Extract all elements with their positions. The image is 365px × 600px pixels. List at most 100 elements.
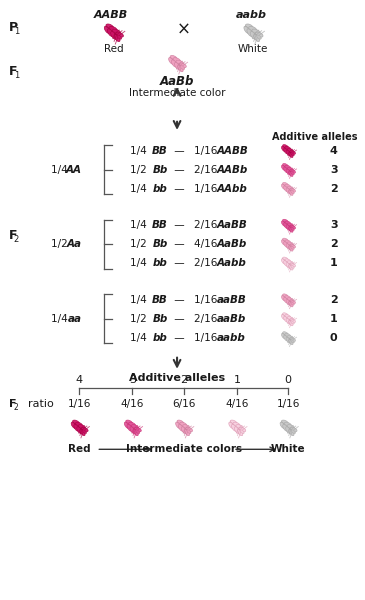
Text: 1/4: 1/4	[130, 258, 150, 268]
Text: —: —	[171, 258, 188, 268]
Ellipse shape	[281, 296, 286, 301]
Text: Aa: Aa	[67, 239, 82, 249]
Ellipse shape	[71, 422, 76, 428]
Text: 1: 1	[14, 27, 19, 36]
Ellipse shape	[284, 316, 288, 322]
Ellipse shape	[176, 60, 184, 65]
Ellipse shape	[289, 302, 293, 307]
Ellipse shape	[249, 26, 257, 32]
Ellipse shape	[124, 422, 130, 428]
Ellipse shape	[290, 263, 296, 267]
Text: ratio: ratio	[28, 398, 54, 409]
Ellipse shape	[179, 63, 186, 68]
Text: F: F	[9, 229, 18, 242]
Ellipse shape	[173, 58, 181, 63]
Ellipse shape	[281, 165, 286, 170]
Text: AA: AA	[66, 164, 82, 175]
Ellipse shape	[289, 152, 293, 158]
Ellipse shape	[290, 151, 296, 154]
Ellipse shape	[287, 425, 295, 430]
Ellipse shape	[170, 55, 177, 60]
Text: AaBb: AaBb	[217, 239, 247, 249]
Ellipse shape	[286, 263, 291, 268]
Text: bb: bb	[153, 184, 168, 194]
Ellipse shape	[283, 424, 288, 431]
Ellipse shape	[252, 29, 260, 35]
Ellipse shape	[289, 190, 293, 196]
Ellipse shape	[177, 420, 184, 425]
Text: 2: 2	[14, 235, 19, 244]
Ellipse shape	[290, 244, 296, 248]
Text: 1/4: 1/4	[130, 146, 150, 155]
Ellipse shape	[285, 259, 291, 263]
Ellipse shape	[286, 299, 291, 305]
Ellipse shape	[283, 219, 288, 223]
Ellipse shape	[73, 420, 79, 425]
Text: F: F	[9, 65, 18, 77]
Ellipse shape	[286, 337, 291, 343]
Ellipse shape	[107, 29, 114, 37]
Ellipse shape	[176, 422, 181, 428]
Ellipse shape	[106, 24, 114, 29]
Text: —: —	[171, 333, 188, 343]
Ellipse shape	[284, 223, 288, 229]
Text: 1/16: 1/16	[68, 398, 91, 409]
Ellipse shape	[287, 298, 293, 302]
Ellipse shape	[240, 430, 244, 434]
Ellipse shape	[281, 184, 286, 190]
Text: AABb: AABb	[217, 164, 248, 175]
Ellipse shape	[291, 321, 294, 324]
Ellipse shape	[229, 422, 234, 428]
Ellipse shape	[254, 34, 260, 41]
Ellipse shape	[290, 319, 296, 323]
Ellipse shape	[284, 148, 288, 154]
Ellipse shape	[289, 265, 293, 270]
Text: 4: 4	[76, 374, 83, 385]
Ellipse shape	[286, 169, 291, 175]
Text: AaBB: AaBB	[217, 220, 248, 230]
Text: 4/16: 4/16	[194, 239, 221, 249]
Ellipse shape	[283, 163, 288, 167]
Ellipse shape	[289, 171, 293, 176]
Ellipse shape	[287, 223, 293, 227]
Text: aabb: aabb	[236, 10, 266, 20]
Ellipse shape	[78, 425, 85, 430]
Ellipse shape	[290, 225, 296, 229]
Text: White: White	[271, 445, 306, 454]
Text: AABB: AABB	[93, 10, 128, 20]
Text: 2/16: 2/16	[194, 164, 221, 175]
Ellipse shape	[247, 29, 253, 37]
Text: 1/4: 1/4	[51, 314, 71, 324]
Text: bb: bb	[153, 333, 168, 343]
Ellipse shape	[174, 62, 180, 70]
Ellipse shape	[285, 221, 291, 225]
Text: 0: 0	[330, 333, 338, 343]
Text: 1/16: 1/16	[194, 146, 221, 155]
Ellipse shape	[287, 261, 293, 265]
Text: 4: 4	[330, 146, 338, 155]
Ellipse shape	[81, 427, 88, 432]
Text: AaBb: AaBb	[160, 74, 194, 88]
Ellipse shape	[286, 225, 291, 230]
Ellipse shape	[285, 165, 291, 169]
Ellipse shape	[281, 240, 286, 245]
Ellipse shape	[285, 334, 291, 338]
Ellipse shape	[284, 298, 288, 303]
Ellipse shape	[284, 260, 288, 266]
Text: 1/2: 1/2	[51, 239, 71, 249]
Ellipse shape	[287, 317, 293, 320]
Ellipse shape	[236, 425, 243, 430]
Text: F: F	[9, 398, 16, 409]
Text: 2/16: 2/16	[194, 314, 221, 324]
Ellipse shape	[284, 242, 288, 247]
Ellipse shape	[284, 186, 288, 192]
Text: BB: BB	[152, 220, 168, 230]
Text: bb: bb	[153, 258, 168, 268]
Ellipse shape	[135, 427, 141, 432]
Ellipse shape	[289, 340, 293, 345]
Ellipse shape	[230, 420, 237, 425]
Ellipse shape	[281, 334, 286, 339]
Ellipse shape	[74, 424, 79, 431]
Ellipse shape	[126, 420, 132, 425]
Text: 4/16: 4/16	[121, 398, 144, 409]
